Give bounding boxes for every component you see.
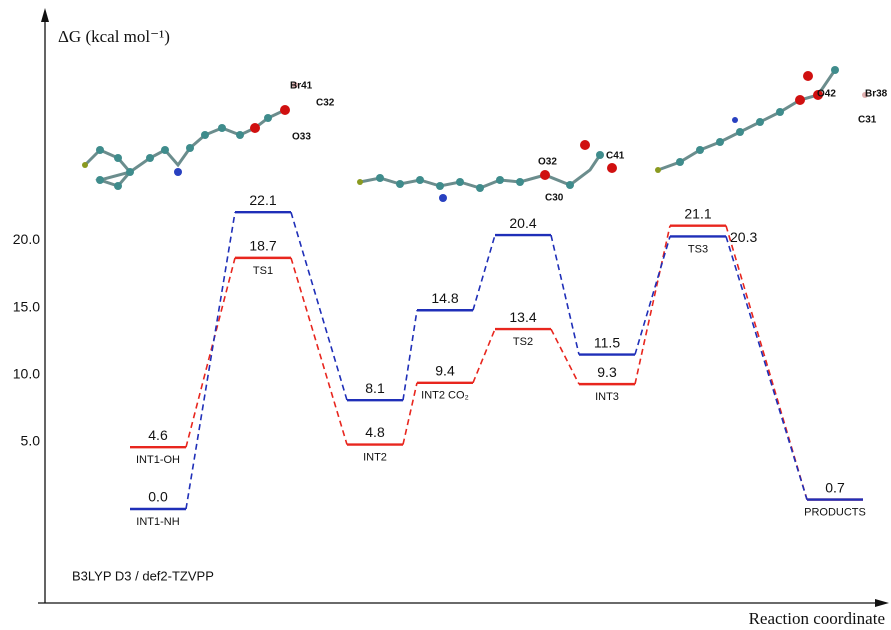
value-label: 14.8 [431,290,458,306]
value-label: 18.7 [249,238,276,254]
molecule [357,140,617,202]
connector [635,226,670,384]
value-label: 8.1 [365,380,385,396]
atom-label: O32 [538,157,557,168]
y-axis-title: ΔG (kcal mol⁻¹) [58,27,170,46]
molecule [655,66,868,173]
atom-label: Br41 [290,81,313,92]
level-label: TS1 [253,265,273,277]
value-label: 20.4 [509,215,536,231]
connector [403,310,417,400]
connector [291,258,347,445]
molecule [82,82,298,190]
level-label: INT3 [595,391,619,403]
connector [186,258,235,447]
value-label: 11.5 [594,334,620,350]
connector [186,212,235,509]
level-label: INT1-OH [136,454,180,466]
level-label: INT2 CO₂ [421,390,469,402]
value-label: 9.3 [597,364,617,380]
connector [403,383,417,445]
level-label: TS2 [513,336,533,348]
level-label: INT2 [363,451,387,463]
value-label: 4.6 [148,427,168,443]
y-axis-arrow [41,8,49,22]
x-axis-title: Reaction coordinate [749,609,885,628]
atom-label: C31 [858,115,877,126]
level-label: INT1-NH [136,516,179,528]
atom-label: Br38 [865,89,888,100]
level-label: TS3 [688,243,708,255]
value-label: 9.4 [435,362,455,378]
chart: ΔG (kcal mol⁻¹) Reaction coordinate B3LY… [0,0,891,630]
atom-label: C32 [316,98,335,109]
value-label: 4.8 [365,424,385,440]
connector [726,236,807,499]
atom-label: C30 [545,193,564,204]
value-label: 21.1 [684,205,711,221]
connector [291,212,347,400]
value-label: 0.0 [148,489,168,505]
atom-label: C41 [606,151,625,162]
level-label: PRODUCTS [804,507,866,519]
y-tick-label: 5.0 [21,433,41,449]
y-tick-label: 15.0 [13,298,40,314]
connector [473,329,495,383]
atom-label: O42 [817,89,836,100]
connector [635,236,670,354]
atom-label: O33 [292,132,311,143]
value-label: 22.1 [249,192,276,208]
x-axis-arrow [875,599,889,607]
connector [551,235,579,355]
value-label: 20.3 [730,229,757,245]
y-tick-label: 20.0 [13,231,40,247]
value-label: 13.4 [509,309,536,325]
connector [473,235,495,310]
y-tick-label: 10.0 [13,365,40,381]
value-label: 0.7 [825,479,845,495]
method-note: B3LYP D3 / def2-TZVPP [72,568,214,583]
